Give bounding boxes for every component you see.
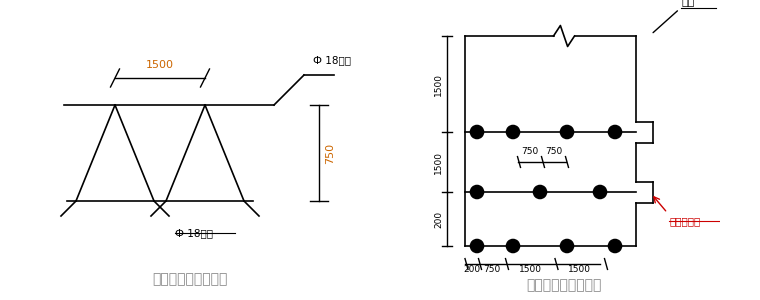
Circle shape	[470, 185, 483, 199]
Circle shape	[609, 125, 622, 139]
Circle shape	[560, 125, 574, 139]
Circle shape	[560, 239, 574, 253]
Text: 马凳平面布置示意图: 马凳平面布置示意图	[527, 278, 602, 292]
Text: 马凳加工形状示意图: 马凳加工形状示意图	[152, 272, 228, 286]
Text: 1500: 1500	[146, 61, 174, 70]
Text: 200: 200	[435, 210, 443, 228]
Circle shape	[534, 185, 546, 199]
Circle shape	[594, 185, 606, 199]
Text: 750: 750	[483, 266, 501, 274]
Text: 750: 750	[521, 147, 538, 156]
Text: 750: 750	[545, 147, 562, 156]
Text: 750: 750	[325, 142, 335, 164]
Text: 1500: 1500	[435, 73, 443, 95]
Circle shape	[609, 239, 622, 253]
Circle shape	[470, 239, 483, 253]
Text: 支点: 支点	[681, 0, 694, 8]
Text: 200: 200	[463, 266, 480, 274]
Text: 1500: 1500	[519, 266, 542, 274]
Circle shape	[506, 239, 520, 253]
Circle shape	[506, 125, 520, 139]
Text: 1500: 1500	[568, 266, 591, 274]
Text: Ф 18钢筋: Ф 18钢筋	[313, 55, 351, 65]
Text: 基础外边线: 基础外边线	[669, 216, 700, 226]
Text: Ф 18钢筋: Ф 18钢筋	[175, 228, 213, 238]
Circle shape	[470, 125, 483, 139]
Text: 1500: 1500	[435, 151, 443, 173]
